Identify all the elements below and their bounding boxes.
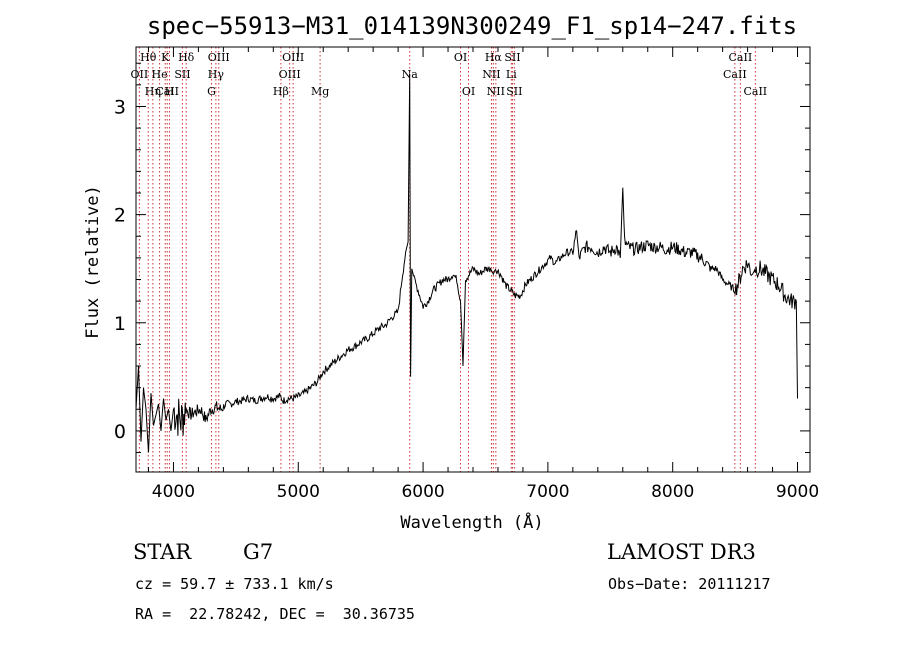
x-tick-label-6000: 6000	[401, 482, 444, 502]
line-label-5: OI	[454, 51, 467, 64]
line-label-16: CaII	[723, 68, 747, 81]
y-tick-label-3: 3	[114, 96, 126, 118]
x-axis-ticks: 4000 5000 6000 7000 8000 9000	[147, 47, 819, 502]
chart-title: spec−55913−M31_014139N300249_F1_sp14−247…	[147, 12, 797, 40]
spectrum-line	[135, 73, 798, 453]
line-label-11: SII	[174, 68, 190, 81]
y-tick-label-0: 0	[114, 421, 126, 443]
redshift-cz: cz = 59.7 ± 733.1 km/s	[135, 575, 334, 593]
line-label-4: OIII	[282, 51, 304, 64]
line-label-24: OI	[462, 85, 475, 98]
line-label-18: Hη	[145, 85, 161, 98]
y-tick-label-2: 2	[114, 205, 126, 227]
line-label-10: He	[152, 68, 168, 81]
line-label-20: G	[207, 85, 216, 98]
x-tick-label-5000: 5000	[277, 482, 320, 502]
survey-label: LAMOST DR3	[607, 540, 756, 564]
plot-frame	[135, 46, 811, 473]
line-markers	[138, 47, 756, 472]
line-label-7: SII	[504, 51, 520, 64]
line-label-27: CaII	[743, 85, 767, 98]
line-label-9: OII	[131, 68, 149, 81]
y-axis-label: Flux (relative)	[83, 185, 103, 339]
x-tick-label-4000: 4000	[152, 482, 195, 502]
object-class: STAR	[133, 540, 192, 564]
y-tick-label-1: 1	[114, 313, 126, 335]
line-label-21: Hβ	[273, 85, 289, 98]
ra-dec: RA = 22.78242, DEC = 30.36735	[135, 605, 415, 623]
line-label-19: H	[165, 85, 175, 98]
line-label-6: Hα	[485, 51, 503, 64]
line-label-2: Hδ	[178, 51, 195, 64]
line-label-1: K	[161, 51, 170, 64]
line-label-8: CaII	[729, 51, 753, 64]
line-label-14: NII	[482, 68, 500, 81]
x-tick-label-9000: 9000	[776, 482, 819, 502]
observation-date: Obs−Date: 20111217	[608, 575, 771, 593]
object-subclass: G7	[243, 540, 274, 564]
line-label-26: SII	[506, 85, 522, 98]
x-tick-label-7000: 7000	[526, 482, 569, 502]
x-axis-label: Wavelength (Å)	[400, 511, 543, 533]
line-label-15: Li	[506, 68, 517, 81]
line-label-25: NII	[487, 85, 505, 98]
line-label-13: OIII	[279, 68, 301, 81]
line-label-0: Hθ	[140, 51, 157, 64]
x-tick-label-8000: 8000	[651, 482, 694, 502]
line-label-3: OIII	[208, 51, 230, 64]
y-axis-ticks: 0 1 2 3	[114, 62, 810, 454]
line-label-17: CaII	[155, 85, 179, 98]
line-label-22: Mg	[311, 85, 329, 98]
line-label-12: Hγ	[208, 68, 225, 81]
